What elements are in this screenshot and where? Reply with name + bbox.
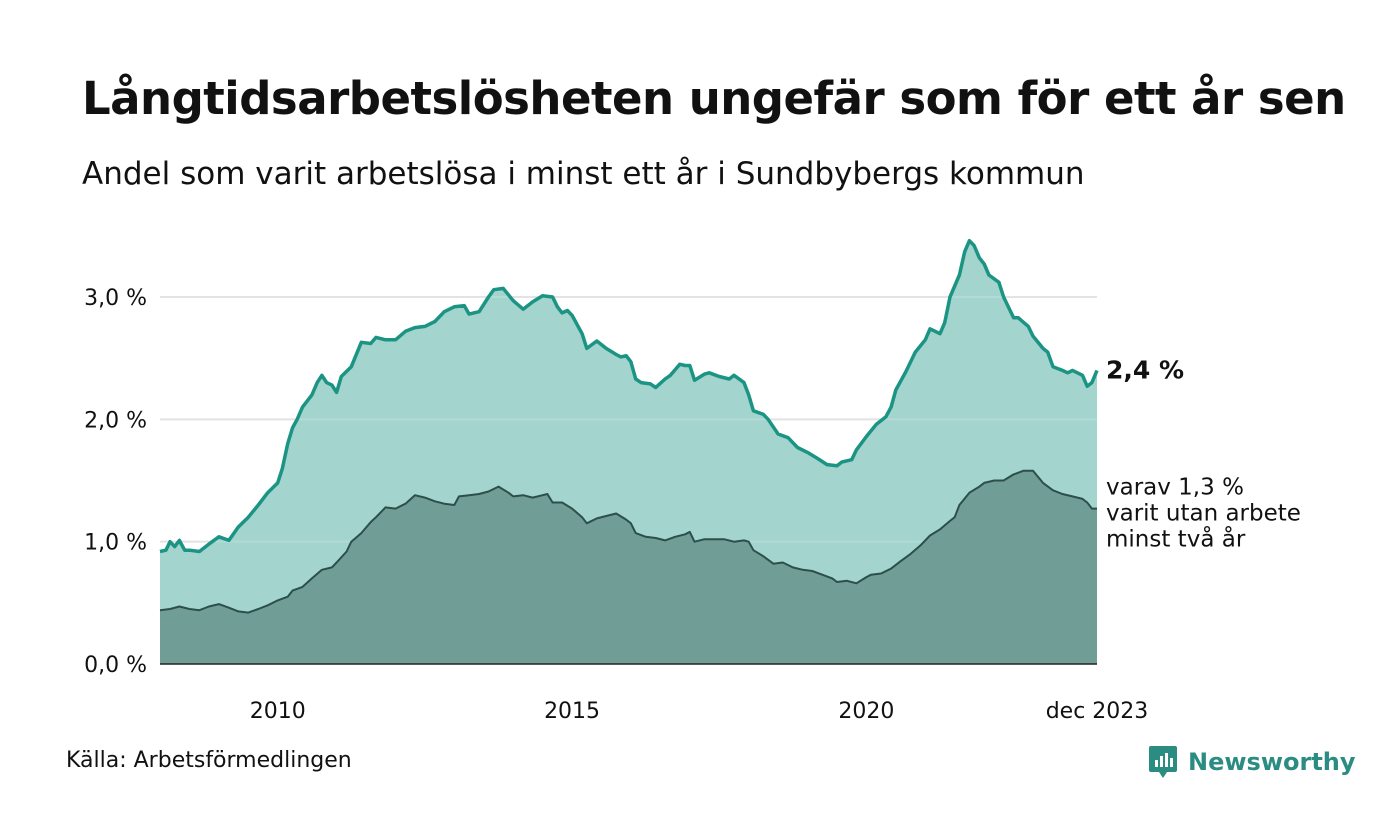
long-term-area [160, 470, 1097, 664]
newsworthy-icon [1149, 746, 1177, 778]
chart-title: Långtidsarbetslösheten ungefär som för e… [82, 72, 1346, 125]
long-label-line-3: minst två år [1106, 525, 1246, 553]
total-line [159, 238, 1099, 554]
source-credit: Källa: Arbetsförmedlingen [66, 748, 352, 773]
long-label-line-1: varav 1,3 % [1106, 475, 1244, 501]
y-tick-label: 3,0 % [84, 286, 147, 311]
x-tick-label: 2020 [838, 699, 894, 724]
total-value-label: 2,4 % [1106, 355, 1184, 384]
long-term-line [159, 469, 1097, 614]
chart-subtitle: Andel som varit arbetslösa i minst ett å… [82, 156, 1085, 192]
x-tick-label: 2015 [544, 699, 600, 724]
x-tick-label: 2010 [250, 699, 306, 724]
y-tick-label: 1,0 % [84, 531, 147, 556]
brand-name: Newsworthy [1188, 748, 1356, 776]
y-tick-label: 0,0 % [84, 653, 147, 678]
x-tick-label: dec 2023 [1046, 699, 1149, 724]
x-axis: 2010 2015 2020 dec 2023 [250, 699, 1149, 724]
y-axis: 0,0 % 1,0 % 2,0 % 3,0 % [84, 286, 147, 678]
long-term-value-label: varav 1,3 % varit utan arbete minst två … [1106, 475, 1308, 553]
y-tick-label: 2,0 % [84, 408, 147, 433]
long-label-line-2: varit utan arbete [1106, 501, 1301, 527]
newsworthy-logo: Newsworthy [1148, 744, 1356, 780]
